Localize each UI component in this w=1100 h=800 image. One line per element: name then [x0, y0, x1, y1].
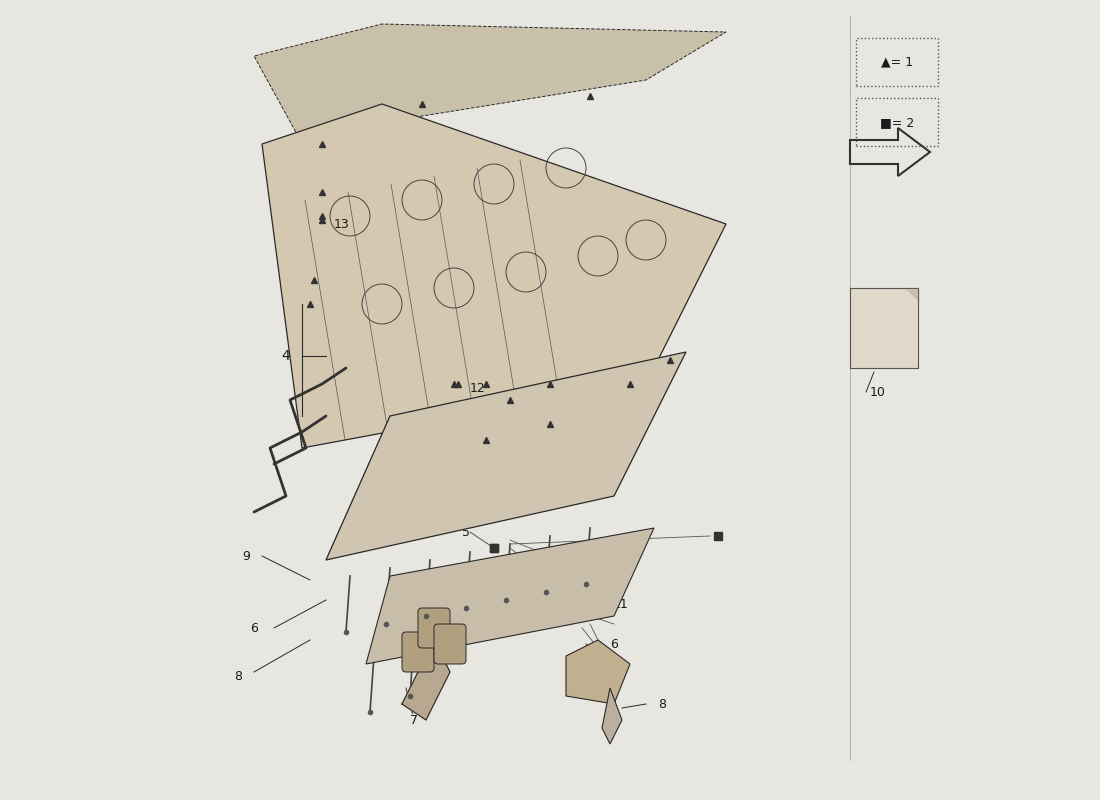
FancyBboxPatch shape: [418, 608, 450, 648]
Polygon shape: [326, 352, 686, 560]
Text: 12: 12: [470, 382, 486, 394]
Text: 11: 11: [613, 598, 628, 610]
Text: 10: 10: [870, 386, 886, 398]
FancyBboxPatch shape: [402, 632, 434, 672]
Text: 13: 13: [334, 218, 350, 230]
Polygon shape: [566, 640, 630, 704]
Polygon shape: [262, 104, 726, 448]
Text: 6: 6: [610, 638, 618, 650]
Text: 5: 5: [462, 526, 470, 538]
Text: 6: 6: [250, 622, 258, 634]
Polygon shape: [850, 288, 918, 368]
Text: 8: 8: [234, 670, 242, 682]
Polygon shape: [602, 688, 621, 744]
FancyBboxPatch shape: [434, 624, 466, 664]
Text: 6: 6: [370, 498, 378, 510]
Text: ■= 2: ■= 2: [880, 116, 914, 129]
Text: 8: 8: [658, 698, 666, 710]
Text: 9: 9: [242, 550, 250, 562]
Polygon shape: [254, 24, 726, 136]
Polygon shape: [366, 528, 654, 664]
Polygon shape: [402, 640, 450, 720]
Polygon shape: [906, 288, 918, 300]
Text: ▲= 1: ▲= 1: [881, 56, 913, 69]
FancyBboxPatch shape: [857, 38, 938, 86]
Text: 7: 7: [410, 714, 418, 726]
Text: 4: 4: [282, 349, 290, 363]
FancyBboxPatch shape: [857, 98, 938, 146]
